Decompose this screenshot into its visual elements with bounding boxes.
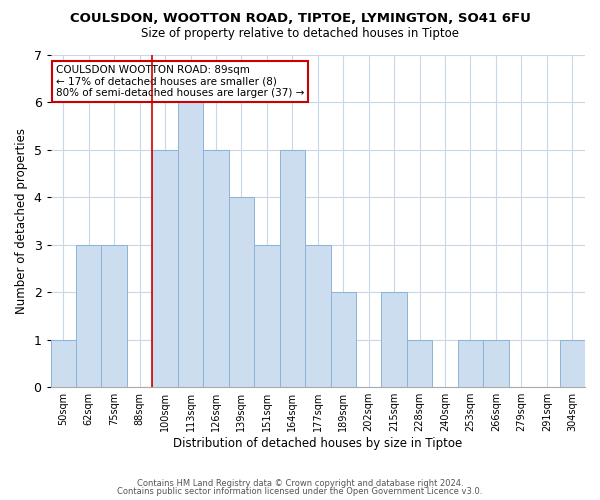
Bar xyxy=(382,292,407,387)
Bar xyxy=(50,340,76,387)
Bar xyxy=(560,340,585,387)
Bar xyxy=(101,245,127,387)
Bar xyxy=(407,340,433,387)
Y-axis label: Number of detached properties: Number of detached properties xyxy=(15,128,28,314)
Text: COULSDON, WOOTTON ROAD, TIPTOE, LYMINGTON, SO41 6FU: COULSDON, WOOTTON ROAD, TIPTOE, LYMINGTO… xyxy=(70,12,530,26)
Bar xyxy=(203,150,229,387)
Bar xyxy=(152,150,178,387)
Bar xyxy=(76,245,101,387)
Text: COULSDON WOOTTON ROAD: 89sqm
← 17% of detached houses are smaller (8)
80% of sem: COULSDON WOOTTON ROAD: 89sqm ← 17% of de… xyxy=(56,65,304,98)
Text: Contains public sector information licensed under the Open Government Licence v3: Contains public sector information licen… xyxy=(118,487,482,496)
Bar xyxy=(305,245,331,387)
Bar xyxy=(458,340,483,387)
Bar xyxy=(280,150,305,387)
Bar xyxy=(331,292,356,387)
Bar xyxy=(483,340,509,387)
Text: Size of property relative to detached houses in Tiptoe: Size of property relative to detached ho… xyxy=(141,28,459,40)
Text: Contains HM Land Registry data © Crown copyright and database right 2024.: Contains HM Land Registry data © Crown c… xyxy=(137,478,463,488)
Bar xyxy=(178,102,203,387)
Bar xyxy=(229,198,254,387)
Bar xyxy=(254,245,280,387)
X-axis label: Distribution of detached houses by size in Tiptoe: Distribution of detached houses by size … xyxy=(173,437,463,450)
